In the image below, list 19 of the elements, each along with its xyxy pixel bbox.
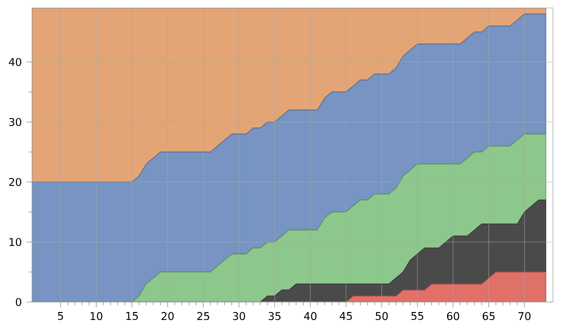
x-tick-label: 30 — [233, 312, 246, 320]
x-tick-label: 70 — [518, 312, 531, 320]
x-tick-label: 50 — [376, 312, 388, 320]
y-tick-label: 10 — [10, 238, 22, 246]
x-tick-label: 15 — [126, 312, 138, 320]
y-tick-label: 40 — [8, 58, 22, 66]
x-tick-label: 45 — [340, 312, 352, 320]
x-tick-label: 40 — [304, 312, 316, 320]
y-tick-label: 20 — [9, 178, 22, 186]
y-tick-label: 30 — [9, 118, 22, 126]
x-tick-label: 10 — [90, 312, 102, 320]
x-tick-label: 35 — [268, 312, 281, 320]
x-tick-label: 60 — [447, 312, 460, 320]
x-tick-label: 65 — [482, 312, 495, 320]
x-tick-label: 5 — [58, 312, 64, 320]
x-tick-label: 20 — [162, 312, 174, 320]
y-tick-label: 0 — [16, 298, 22, 306]
x-tick-label: 55 — [411, 312, 424, 320]
x-tick-label: 25 — [197, 312, 210, 320]
